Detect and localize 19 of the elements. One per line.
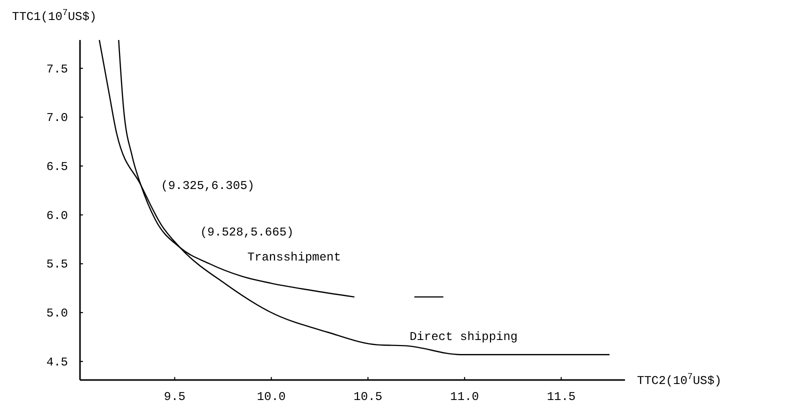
y-tick-label: 5.0	[46, 306, 68, 321]
y-tick-label: 5.5	[46, 258, 68, 272]
x-tick-label: 11.5	[546, 390, 576, 404]
y-tick-label: 7.5	[46, 62, 68, 76]
annotation: (9.528,5.665)	[200, 226, 294, 240]
series-label: Transshipment	[247, 250, 341, 264]
x-tick-label: 11.0	[450, 390, 479, 404]
line-series	[98, 39, 610, 356]
x-tick-label: 9.5	[164, 390, 186, 404]
y-axis-title: TTC1(10$^{7}$US$)	[12, 8, 97, 24]
series-label: Direct shipping	[410, 330, 518, 344]
y-tick-label: 4.5	[46, 355, 68, 370]
x-tick-label: 10.5	[354, 390, 382, 404]
x-tick-label: 10.0	[256, 390, 286, 404]
y-tick-label: 6.5	[46, 160, 68, 174]
x-axis-title: TTC2(10$^{7}$US$)	[637, 372, 722, 388]
annotation: (9.325,6.305)	[160, 179, 255, 194]
y-tick-label: 7.0	[46, 111, 68, 126]
y-tick-label: 6.0	[46, 208, 68, 223]
